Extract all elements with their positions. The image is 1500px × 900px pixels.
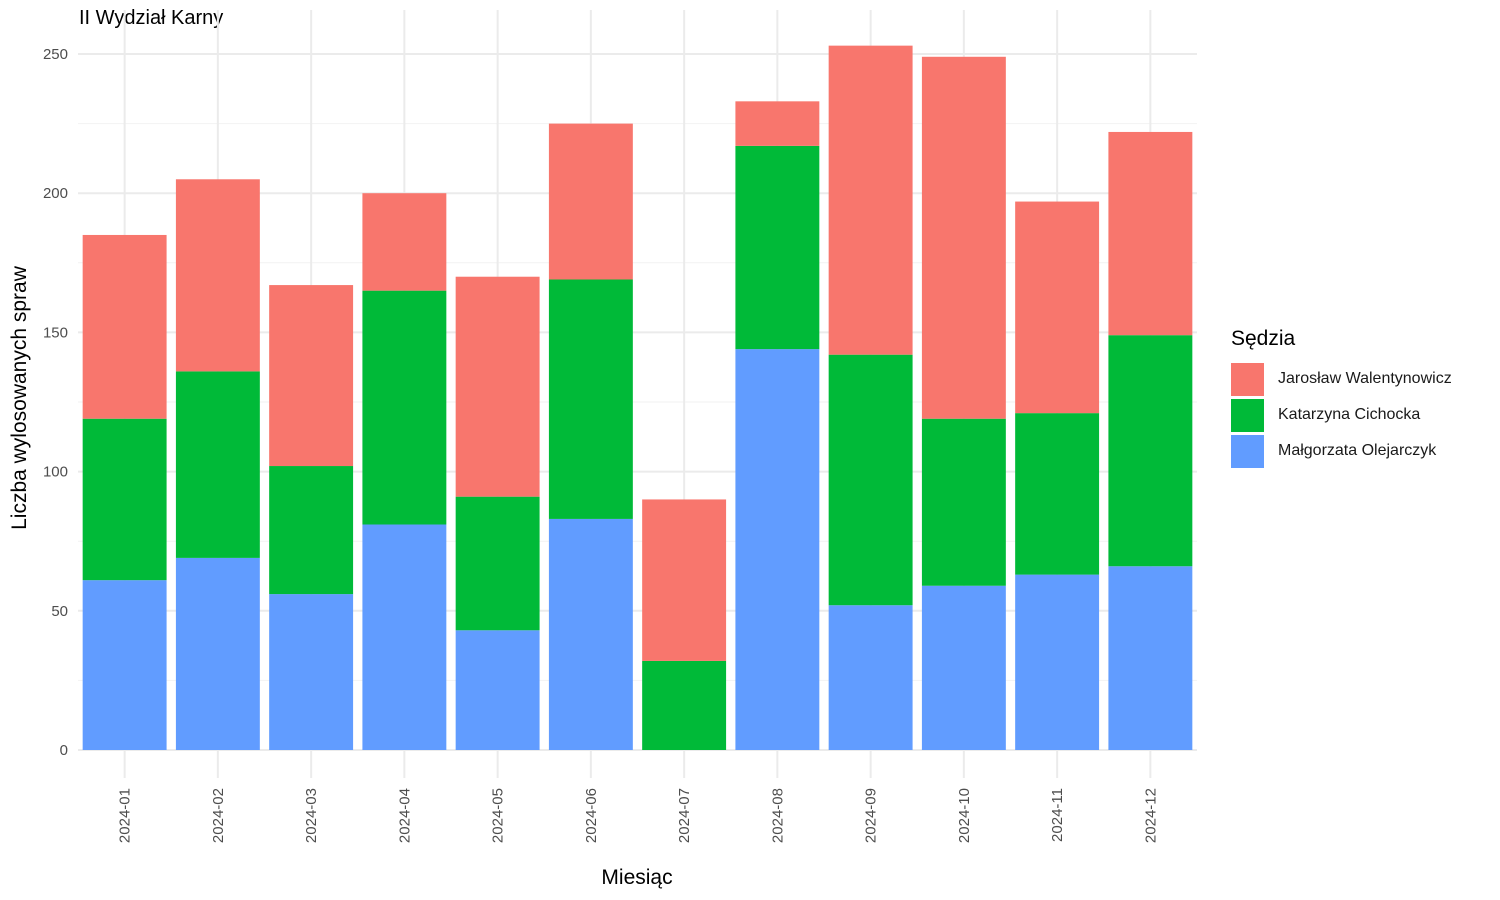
bar-segment xyxy=(1108,566,1193,750)
x-tick-label: 2024-04 xyxy=(396,788,413,843)
y-tick-label: 200 xyxy=(43,185,68,202)
legend-label: Małgorzata Olejarczyk xyxy=(1278,442,1437,459)
x-axis-title: Miesiąc xyxy=(601,866,673,889)
legend-item: Małgorzata Olejarczyk xyxy=(1231,433,1452,469)
legend: Sędzia Jarosław Walentynowicz Katarzyna C… xyxy=(1231,327,1452,469)
bar-segment xyxy=(1015,574,1100,750)
bar-segment xyxy=(175,371,260,558)
bar-segment xyxy=(82,418,167,581)
x-tick-label: 2024-10 xyxy=(956,788,973,843)
bar-segment xyxy=(735,145,820,350)
y-tick-label: 100 xyxy=(43,464,68,481)
bar-segment xyxy=(642,660,727,750)
x-tick-label: 2024-01 xyxy=(117,788,134,843)
legend-item: Jarosław Walentynowicz xyxy=(1231,361,1452,397)
x-tick-label: 2024-09 xyxy=(863,788,880,843)
legend-label: Jarosław Walentynowicz xyxy=(1278,370,1452,387)
bar-segment xyxy=(82,580,167,750)
bar-segment xyxy=(362,290,447,525)
y-tick-label: 0 xyxy=(60,742,68,759)
bar-segment xyxy=(642,499,727,661)
bar-segment xyxy=(1108,335,1193,567)
x-tick-label: 2024-07 xyxy=(676,788,693,843)
x-tick-label: 2024-05 xyxy=(490,788,507,843)
bar-segment xyxy=(1108,131,1193,336)
bar-segment xyxy=(921,585,1006,750)
bar-segment xyxy=(455,496,540,631)
bar-segment xyxy=(548,279,633,519)
y-tick-label: 250 xyxy=(43,46,68,63)
bar-segment xyxy=(82,234,167,419)
bar-segment xyxy=(548,123,633,280)
x-tick-label: 2024-08 xyxy=(769,788,786,843)
bar-segment xyxy=(735,101,820,146)
bar-segment xyxy=(921,56,1006,419)
bar-segment xyxy=(269,594,354,750)
bar-segment xyxy=(455,276,540,497)
bar-segment xyxy=(175,179,260,372)
bar-segment xyxy=(175,557,260,750)
chart-title: II Wydział Karny xyxy=(79,7,224,29)
y-axis-title: Liczba wylosowanych spraw xyxy=(8,266,31,530)
legend-item: Katarzyna Cichocka xyxy=(1231,397,1452,433)
bar-segment xyxy=(828,605,913,750)
legend-swatch xyxy=(1231,398,1264,432)
x-tick-label: 2024-03 xyxy=(303,788,320,843)
bar-segment xyxy=(828,354,913,606)
bar-segment xyxy=(921,418,1006,586)
bar-segment xyxy=(735,349,820,750)
legend-title: Sędzia xyxy=(1231,327,1296,350)
legend-swatch xyxy=(1231,434,1264,468)
bar-segment xyxy=(269,466,354,595)
bar-segment xyxy=(362,524,447,750)
bar-segment xyxy=(828,45,913,355)
legend-swatch xyxy=(1231,362,1264,396)
y-tick-label: 50 xyxy=(51,603,68,620)
bar-segment xyxy=(362,193,447,291)
bar-segment xyxy=(548,518,633,750)
bar-segment xyxy=(1015,413,1100,575)
x-tick-label: 2024-06 xyxy=(583,788,600,843)
bar-segment xyxy=(1015,201,1100,414)
bar-segment xyxy=(455,630,540,750)
x-tick-label: 2024-02 xyxy=(210,788,227,843)
legend-label: Katarzyna Cichocka xyxy=(1278,406,1421,423)
y-tick-label: 150 xyxy=(43,324,68,341)
bar-segment xyxy=(269,285,354,467)
x-tick-label: 2024-11 xyxy=(1049,788,1066,842)
x-tick-label: 2024-12 xyxy=(1142,788,1159,843)
